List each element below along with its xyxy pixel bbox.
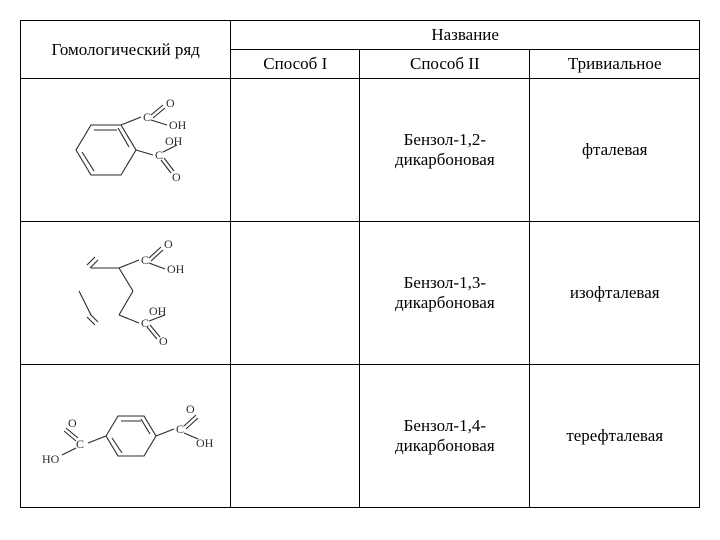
svg-text:OH: OH xyxy=(165,134,183,148)
svg-text:OH: OH xyxy=(169,118,187,132)
svg-text:O: O xyxy=(68,416,77,430)
chemistry-table: Гомологический ряд Название Способ I Спо… xyxy=(20,20,700,508)
structure-cell: C O OH C OH O xyxy=(21,222,231,365)
isophthalic-structure-icon: C O OH C OH O xyxy=(41,233,211,353)
svg-text:O: O xyxy=(186,402,195,416)
header-trivial: Тривиальное xyxy=(530,50,700,79)
svg-text:O: O xyxy=(172,170,181,184)
trivial-cell: терефталевая xyxy=(530,365,700,508)
svg-text:C: C xyxy=(141,253,149,267)
table-row: C O OH C O HO Бензол-1,4-дикарбо xyxy=(21,365,700,508)
method2-cell: Бензол-1,3-дикарбоновая xyxy=(360,222,530,365)
svg-text:OH: OH xyxy=(167,262,185,276)
method2-cell: Бензол-1,4-дикарбоновая xyxy=(360,365,530,508)
table-row: C O OH C OH O xyxy=(21,79,700,222)
table-row: C O OH C OH O Бензол-1,3-дикарбо xyxy=(21,222,700,365)
svg-text:OH: OH xyxy=(149,304,167,318)
header-method2: Способ II xyxy=(360,50,530,79)
svg-text:HO: HO xyxy=(42,452,60,466)
svg-text:O: O xyxy=(159,334,168,348)
trivial-cell: изофталевая xyxy=(530,222,700,365)
phthalic-structure-icon: C O OH C OH O xyxy=(41,95,211,205)
header-method1: Способ I xyxy=(231,50,360,79)
method1-cell xyxy=(231,79,360,222)
method1-cell xyxy=(231,222,360,365)
svg-text:C: C xyxy=(143,110,151,124)
header-series: Гомологический ряд xyxy=(21,21,231,79)
header-name-group: Название xyxy=(231,21,700,50)
svg-text:C: C xyxy=(155,148,163,162)
structure-cell: C O OH C OH O xyxy=(21,79,231,222)
svg-text:OH: OH xyxy=(196,436,214,450)
svg-text:C: C xyxy=(76,437,84,451)
method1-cell xyxy=(231,365,360,508)
method2-cell: Бензол-1,2-дикарбоновая xyxy=(360,79,530,222)
terephthalic-structure-icon: C O OH C O HO xyxy=(36,381,216,491)
trivial-cell: фталевая xyxy=(530,79,700,222)
structure-cell: C O OH C O HO xyxy=(21,365,231,508)
svg-text:O: O xyxy=(164,237,173,251)
svg-text:C: C xyxy=(176,422,184,436)
svg-text:O: O xyxy=(166,96,175,110)
